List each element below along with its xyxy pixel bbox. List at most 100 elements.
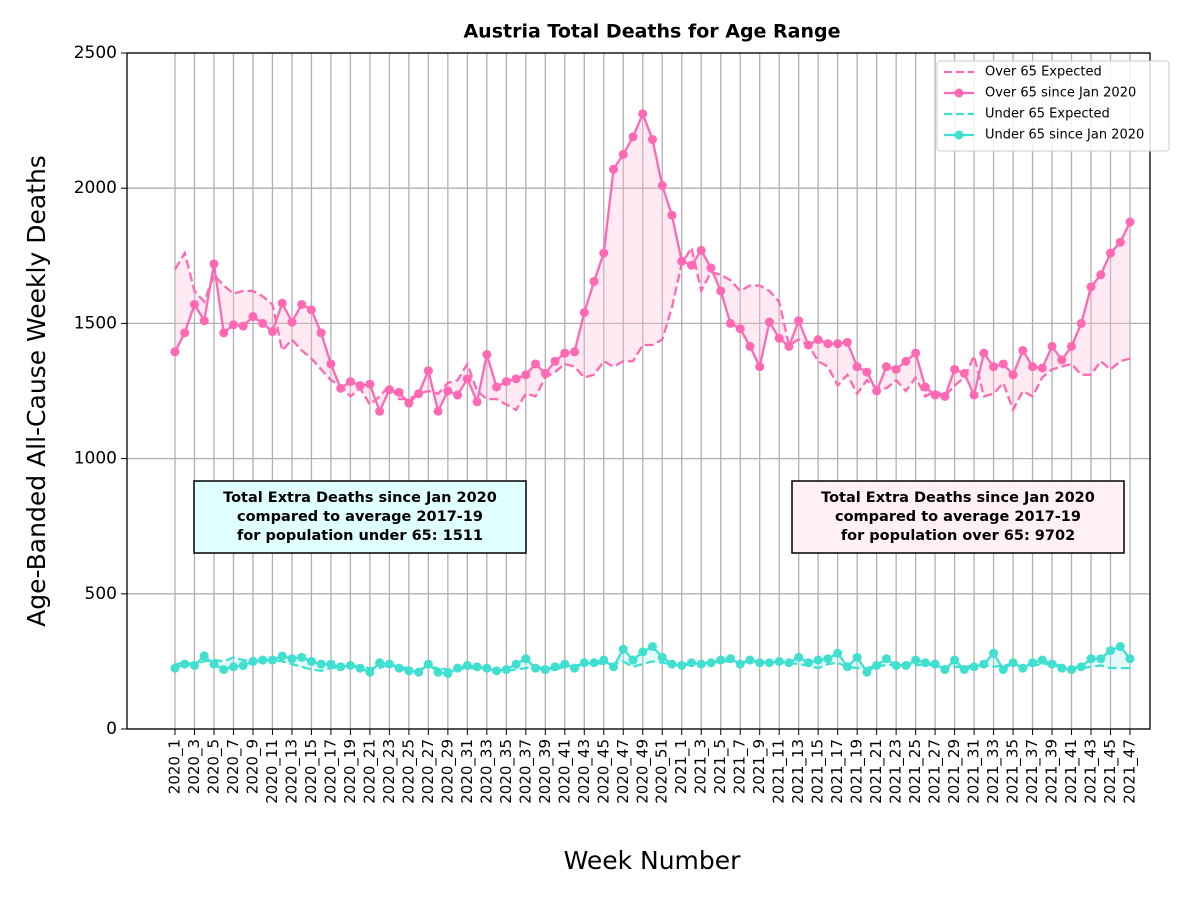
data-point: [521, 370, 531, 380]
data-point: [492, 382, 502, 392]
x-tick-label: 2021_29: [945, 739, 964, 804]
x-tick-label: 2020_51: [653, 739, 672, 804]
fill-between: [175, 113, 1130, 412]
x-tick-label: 2021_7: [731, 739, 750, 794]
data-point: [794, 652, 804, 662]
data-point: [228, 662, 238, 672]
data-point: [862, 367, 872, 377]
legend-label: Over 65 since Jan 2020: [985, 86, 1136, 101]
x-tick-label: 2020_23: [380, 739, 399, 804]
x-tick-label: 2020_15: [302, 739, 321, 804]
data-point: [901, 356, 911, 366]
data-point: [755, 658, 765, 668]
data-point: [277, 298, 287, 308]
data-point: [462, 660, 472, 670]
data-point: [472, 662, 482, 672]
data-point: [355, 381, 365, 391]
data-point: [1008, 370, 1018, 380]
data-point: [267, 655, 277, 665]
data-point: [1086, 654, 1096, 664]
x-tick-label: 2021_31: [965, 739, 984, 804]
legend-label: Over 65 Expected: [985, 65, 1102, 80]
data-point: [930, 390, 940, 400]
data-point: [306, 305, 316, 315]
data-point: [959, 665, 969, 675]
data-point: [794, 316, 804, 326]
data-point: [989, 648, 999, 658]
data-point: [492, 666, 502, 676]
legend: Over 65 Expected Over 65 since Jan 2020 Un…: [936, 60, 1170, 152]
x-tick-label: 2020_21: [360, 739, 379, 804]
data-point: [716, 286, 726, 296]
data-point: [696, 245, 706, 255]
x-tick-label: 2021_27: [926, 739, 945, 804]
x-tick-label: 2020_19: [341, 739, 360, 804]
data-point: [881, 362, 891, 372]
data-point: [540, 665, 550, 675]
data-point: [969, 662, 979, 672]
y-tick-label: 1000: [74, 449, 117, 469]
x-tick-label: 2021_15: [809, 739, 828, 804]
x-tick-label: 2021_19: [848, 739, 867, 804]
data-point: [355, 663, 365, 673]
data-point: [170, 347, 180, 357]
data-point: [803, 340, 813, 350]
x-tick-label: 2021_5: [711, 739, 730, 794]
data-point: [735, 324, 745, 334]
data-point: [228, 320, 238, 330]
x-tick-label: 2020_11: [263, 739, 282, 804]
data-point: [472, 397, 482, 407]
x-tick-label: 2020_25: [399, 739, 418, 804]
x-tick-label: 2021_43: [1082, 739, 1101, 804]
data-point: [336, 383, 346, 393]
data-point: [209, 659, 219, 669]
x-tick-label: 2020_1: [166, 739, 185, 794]
series-line: [174, 244, 1131, 413]
annotation-text: for population over 65: 9702: [841, 528, 1075, 544]
data-point: [784, 341, 794, 351]
data-point: [677, 660, 687, 670]
data-point: [511, 374, 521, 384]
x-tick-label: 2021_37: [1023, 739, 1042, 804]
data-point: [784, 658, 794, 668]
data-point: [326, 359, 336, 369]
data-point: [189, 660, 199, 670]
data-point: [443, 669, 453, 679]
y-axis-label: Age-Banded All-Cause Weekly Deaths: [22, 155, 51, 627]
data-point: [433, 406, 443, 416]
data-point: [667, 210, 677, 220]
x-tick-label: 2021_39: [1043, 739, 1062, 804]
data-point: [969, 390, 979, 400]
data-point: [920, 658, 930, 668]
y-tick-label: 2500: [74, 43, 117, 63]
data-point: [989, 362, 999, 372]
data-point: [833, 339, 843, 349]
data-point: [950, 364, 960, 374]
data-point: [940, 391, 950, 401]
data-point: [375, 406, 385, 416]
data-point: [501, 377, 511, 387]
data-point: [482, 349, 492, 359]
data-point: [1067, 665, 1077, 675]
data-point: [1125, 217, 1135, 227]
x-tick-label: 2020_35: [497, 739, 516, 804]
data-point: [404, 398, 414, 408]
x-tick-label: 2020_31: [458, 739, 477, 804]
data-point: [735, 659, 745, 669]
data-point: [638, 647, 648, 657]
annotation-text: for population under 65: 1511: [237, 528, 483, 544]
data-point: [521, 654, 531, 664]
data-point: [1106, 646, 1116, 656]
legend-marker: [954, 88, 964, 98]
data-point: [1008, 658, 1018, 668]
annotation-text: Total Extra Deaths since Jan 2020: [223, 490, 497, 506]
data-point: [248, 312, 258, 322]
annotation-text: compared to average 2017-19: [237, 509, 483, 525]
data-point: [823, 654, 833, 664]
data-point: [423, 659, 433, 669]
data-point: [1115, 237, 1125, 247]
data-point: [911, 348, 921, 358]
data-point: [725, 318, 735, 328]
x-tick-label: 2020_7: [224, 739, 243, 794]
